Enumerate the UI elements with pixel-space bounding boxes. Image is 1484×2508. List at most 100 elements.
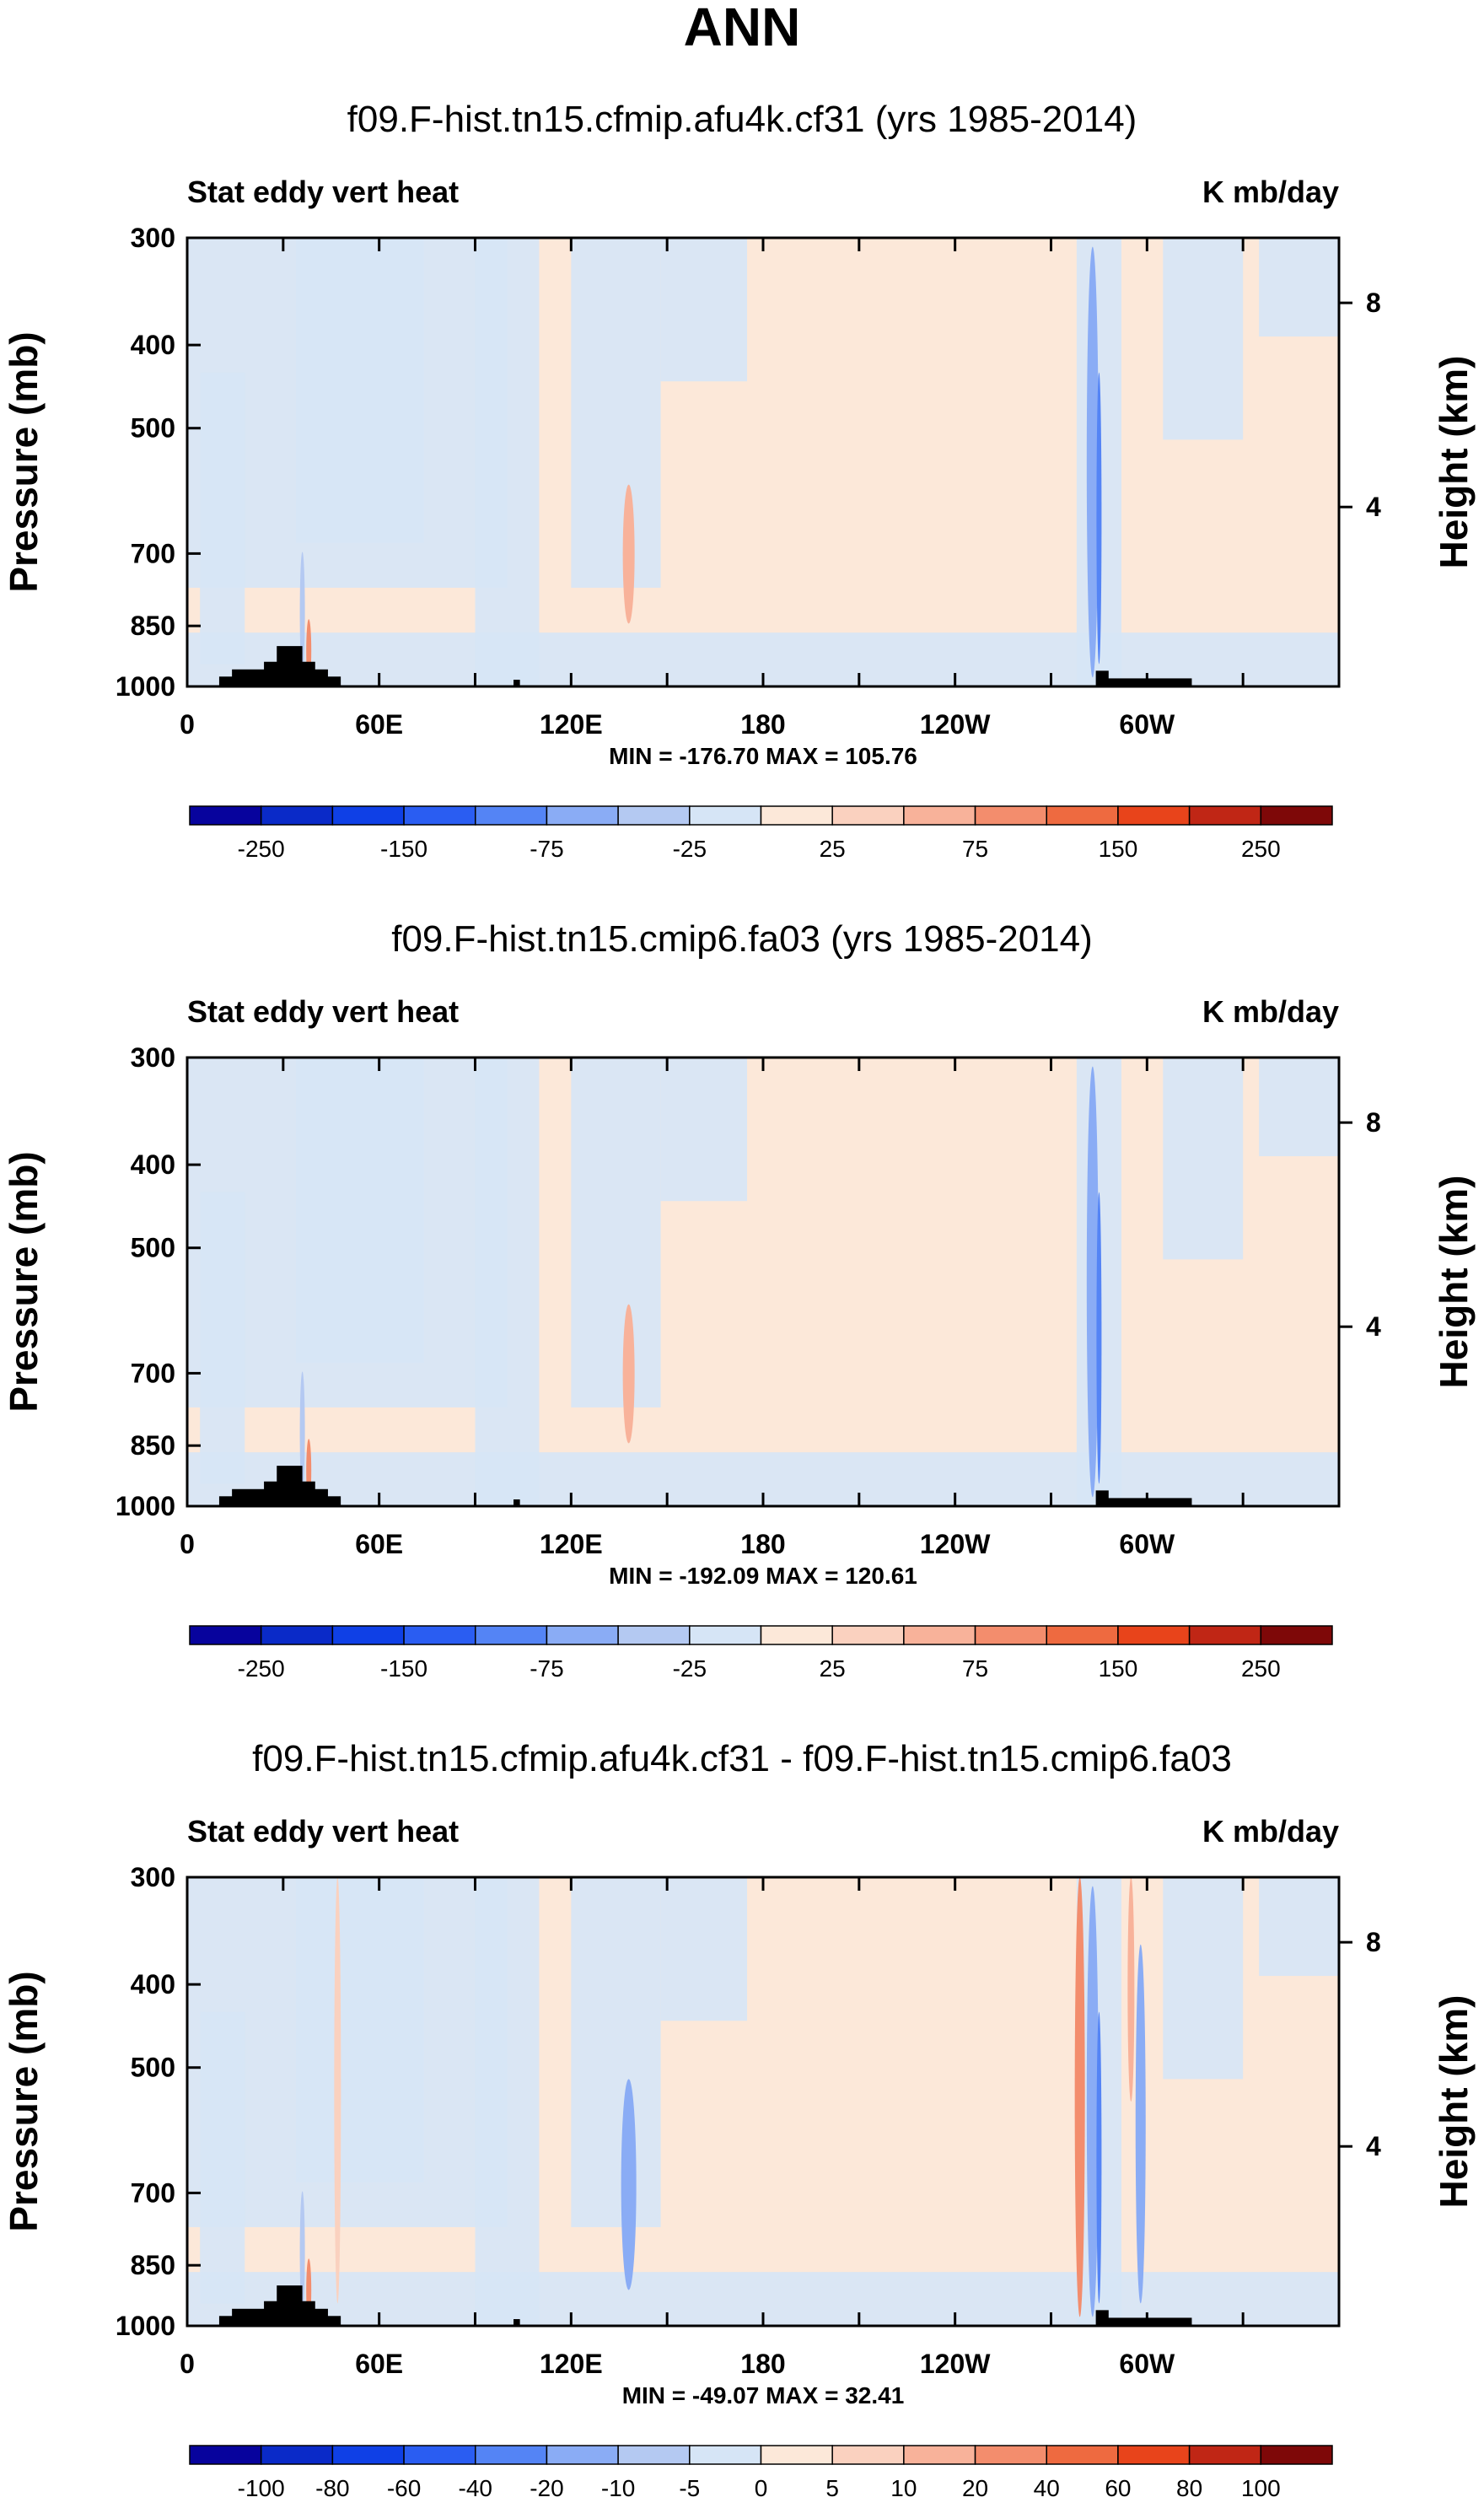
colorbar-swatch (1117, 2445, 1191, 2465)
contour-region (660, 238, 748, 382)
x-tick-label: 60W (1119, 2349, 1175, 2379)
y-tick-label: 300 (131, 1862, 175, 1892)
colorbar-swatch (260, 1625, 334, 1645)
contour-region (475, 1058, 540, 1506)
variable-label: Stat eddy vert heat (187, 1814, 459, 1849)
colorbar-swatch (546, 805, 619, 826)
topography-mask (513, 680, 520, 686)
x-tick-label: 0 (180, 1529, 195, 1559)
y-tick-label: 300 (131, 223, 175, 253)
contour-region (571, 238, 661, 588)
colorbar-label: -5 (679, 2475, 700, 2501)
contour-region (1163, 1058, 1244, 1260)
colorbar-label: 250 (1241, 1655, 1281, 1682)
colorbar-swatch (1117, 805, 1191, 826)
y2-axis-title: Height (km) (1432, 356, 1476, 569)
contour-feature (1135, 1944, 1146, 2304)
y2-tick-label: 4 (1366, 2131, 1381, 2161)
contour-region (571, 1058, 661, 1407)
colorbar-swatch (1046, 805, 1119, 826)
contour-feature (1086, 1066, 1099, 1498)
panel-title: f09.F-hist.tn15.cfmip.afu4k.cf31 - f09.F… (252, 1738, 1232, 1779)
y2-tick-label: 4 (1366, 492, 1381, 522)
colorbar-swatch (617, 805, 691, 826)
x-tick-label: 120E (540, 2349, 603, 2379)
colorbar-label: 40 (1034, 2475, 1060, 2501)
colorbar-label: -250 (238, 836, 285, 862)
y-tick-label: 700 (131, 1358, 175, 1388)
contour-feature (299, 552, 305, 674)
colorbar-swatch (1117, 1625, 1191, 1645)
colorbar-swatch (331, 2445, 405, 2465)
colorbar-label: 75 (962, 836, 988, 862)
y-axis-title: Pressure (mb) (2, 1151, 46, 1412)
contour-region (296, 1877, 424, 2182)
contour-region (200, 1192, 245, 1484)
y-tick-label: 500 (131, 1233, 175, 1263)
colorbar-label: 10 (890, 2475, 917, 2501)
colorbar-swatch (831, 805, 905, 826)
colorbar-swatch (475, 2445, 548, 2465)
colorbar-swatch (617, 1625, 691, 1645)
colorbar-swatch (403, 805, 476, 826)
topography-mask (277, 1466, 303, 1506)
contour-region (296, 1058, 424, 1363)
y-tick-label: 850 (131, 611, 175, 641)
colorbar-swatch (974, 805, 1047, 826)
contour-region (1163, 238, 1244, 440)
x-tick-label: 120E (540, 1529, 603, 1559)
colorbar-label: 20 (962, 2475, 988, 2501)
x-tick-label: 60E (355, 1529, 403, 1559)
colorbar-label: -80 (315, 2475, 349, 2501)
x-tick-label: 60E (355, 2349, 403, 2379)
y2-axis-title: Height (km) (1432, 1176, 1476, 1389)
colorbar-swatch (546, 1625, 619, 1645)
colorbar-swatch (1188, 1625, 1262, 1645)
colorbar-swatch (903, 805, 976, 826)
y-tick-label: 1000 (116, 671, 175, 702)
variable-label: Stat eddy vert heat (187, 994, 459, 1029)
colorbar-swatch (831, 2445, 905, 2465)
contour-feature (622, 484, 635, 624)
x-tick-label: 180 (740, 2349, 785, 2379)
colorbar-label: -60 (387, 2475, 421, 2501)
y-tick-label: 1000 (116, 2311, 175, 2341)
contour-region (1163, 1877, 1244, 2080)
colorbar-label: 25 (820, 1655, 846, 1682)
colorbar-label: 150 (1099, 836, 1138, 862)
colorbar-swatch (760, 2445, 833, 2465)
contour-feature (299, 1371, 305, 1493)
colorbar-swatch (1188, 2445, 1262, 2465)
colorbar-swatch (189, 805, 262, 826)
y-tick-label: 850 (131, 1430, 175, 1461)
y-tick-label: 500 (131, 2053, 175, 2083)
colorbar-swatch (260, 2445, 334, 2465)
colorbar-swatch (1260, 805, 1333, 826)
contour-region (475, 238, 540, 686)
topography-mask (513, 2319, 520, 2326)
colorbar-label: 0 (755, 2475, 768, 2501)
colorbar-swatch (974, 2445, 1047, 2465)
colorbar-label: -75 (530, 836, 563, 862)
contour-region (1259, 238, 1339, 337)
colorbar-swatch (189, 2445, 262, 2465)
contour-region (571, 1877, 661, 2227)
contour-feature (299, 2191, 305, 2313)
contour-feature (1086, 246, 1099, 678)
colorbar-swatch (831, 1625, 905, 1645)
x-tick-label: 0 (180, 709, 195, 740)
colorbar-label: -100 (238, 2475, 285, 2501)
colorbar-swatch (403, 1625, 476, 1645)
contour-region (660, 1877, 748, 2021)
variable-label: Stat eddy vert heat (187, 175, 459, 209)
colorbar-label: -20 (530, 2475, 563, 2501)
figure-title: ANN (684, 0, 801, 57)
contour-feature (1096, 1192, 1102, 1484)
colorbar-swatch (189, 1625, 262, 1645)
y2-axis-title: Height (km) (1432, 1995, 1476, 2209)
x-tick-label: 60W (1119, 709, 1175, 740)
x-tick-label: 60W (1119, 1529, 1175, 1559)
colorbar-label: -150 (380, 836, 427, 862)
panel-2: f09.F-hist.tn15.cmip6.fa03 (yrs 1985-201… (2, 918, 1476, 1682)
contour-region (200, 372, 245, 665)
